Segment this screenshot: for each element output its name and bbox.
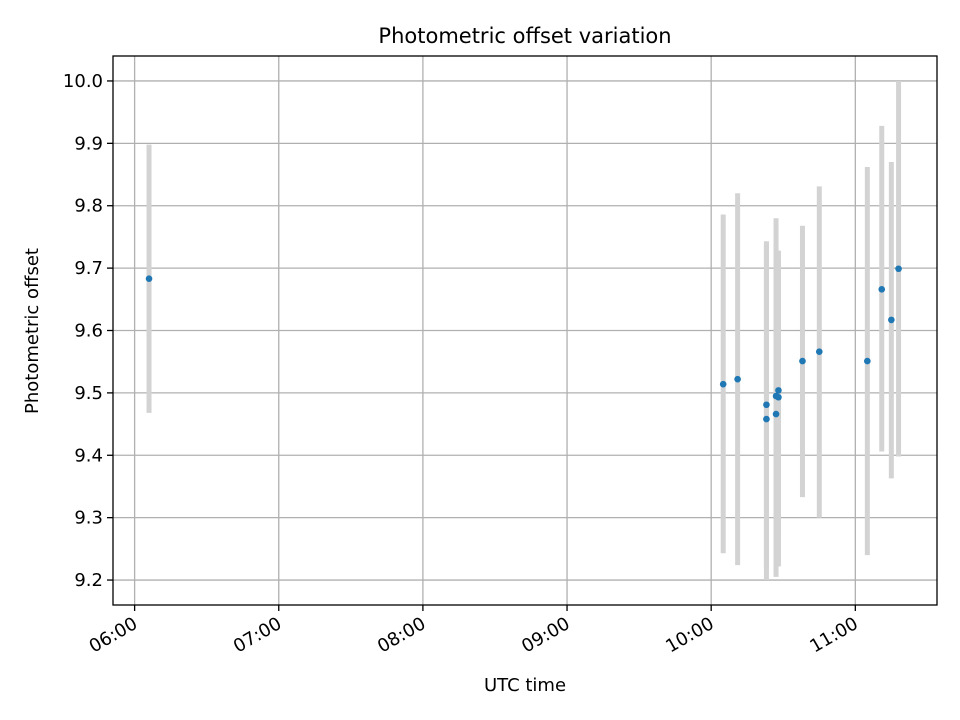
grid — [113, 56, 937, 605]
chart-title: Photometric offset variation — [378, 24, 671, 48]
y-tick-label: 9.2 — [74, 570, 103, 591]
y-tick-label: 9.5 — [74, 383, 103, 404]
data-point — [775, 387, 782, 394]
y-tick-label: 9.3 — [74, 508, 103, 529]
data-point — [888, 316, 895, 324]
data-point — [815, 348, 823, 356]
data-point — [799, 357, 806, 365]
y-tick-label: 9.7 — [74, 258, 103, 279]
data-point — [864, 357, 871, 365]
x-axis-label: UTC time — [484, 675, 566, 696]
y-tick-label: 9.4 — [74, 445, 103, 466]
data-point — [895, 265, 902, 273]
data-point — [775, 393, 782, 401]
data-point — [878, 286, 886, 293]
data-point — [145, 275, 153, 283]
data-point — [772, 410, 780, 418]
y-axis-ticks: 9.2 9.3 9.4 9.5 9.6 9.7 9.8 9.9 10.0 — [63, 71, 113, 591]
y-tick-label: 9.9 — [74, 133, 103, 154]
y-tick-label: 9.8 — [74, 196, 103, 217]
y-axis-label: Photometric offset — [22, 248, 43, 414]
data-points — [145, 265, 902, 423]
data-point — [734, 375, 741, 383]
y-tick-label: 9.6 — [74, 321, 103, 342]
y-tick-label: 10.0 — [63, 71, 103, 92]
data-point — [763, 415, 770, 423]
data-point — [763, 401, 770, 409]
data-point — [719, 380, 727, 388]
